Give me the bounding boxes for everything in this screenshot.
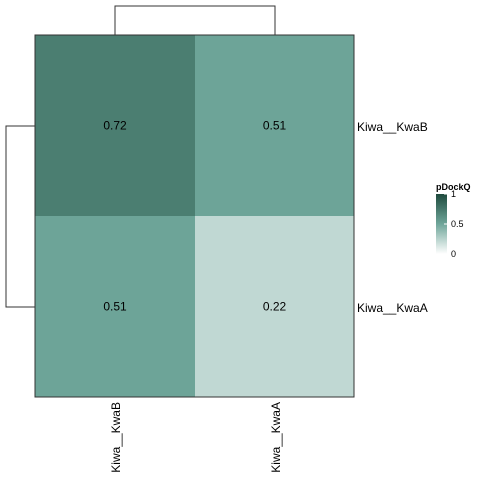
legend-title: pDockQ (436, 182, 471, 192)
row-label-0: Kiwa__KwaB (357, 120, 428, 134)
cell-value-r1-c1: 0.22 (263, 300, 287, 314)
column-label-0: Kiwa__KwaB (109, 402, 123, 473)
heatmap-cells (35, 35, 354, 397)
cell-value-labels: 0.72 0.51 0.51 0.22 (103, 119, 286, 314)
heatmap-border (34, 34, 355, 398)
legend-tick-label-0: 1 (451, 189, 456, 199)
legend-tick-label-2: 0 (451, 249, 456, 259)
heatmap-cell-r0-c0 (35, 35, 195, 216)
legend-colorbar (436, 194, 447, 254)
heatmap-cell-r1-c0 (35, 216, 195, 397)
legend-tick-label-1: 0.5 (451, 219, 464, 229)
heatmap-cell-r1-c1 (195, 216, 354, 397)
row-label-1: Kiwa__KwaA (357, 301, 428, 315)
cell-value-r1-c0: 0.51 (103, 300, 127, 314)
row-dendrogram (5, 125, 35, 308)
column-dendrogram (114, 5, 276, 35)
heatmap-cell-r0-c1 (195, 35, 354, 216)
cell-value-r0-c0: 0.72 (103, 119, 127, 133)
legend-ticks: 10.50 (444, 189, 464, 259)
column-label-1: Kiwa__KwaA (269, 402, 283, 473)
cell-value-r0-c1: 0.51 (263, 119, 287, 133)
